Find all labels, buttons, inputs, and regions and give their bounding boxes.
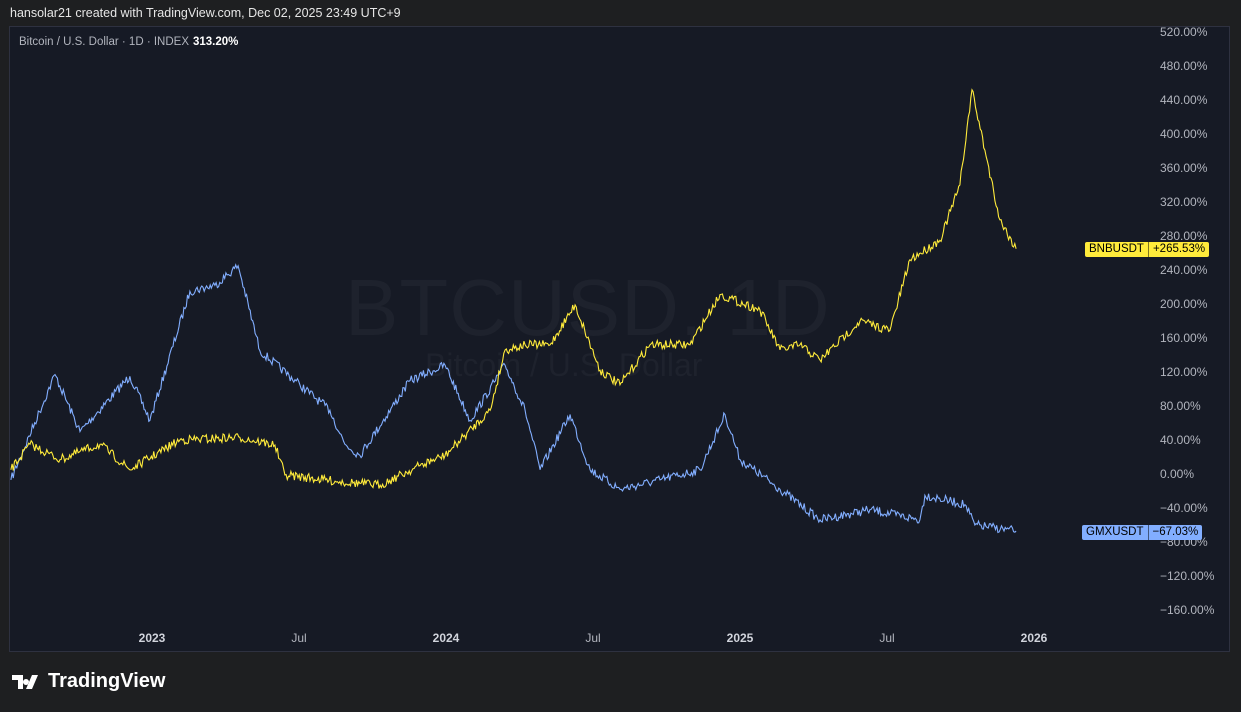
series-line-gmxusdt: [10, 263, 1017, 534]
tag-name: GMXUSDT: [1086, 526, 1144, 538]
y-tick-label: 200.00%: [1160, 297, 1208, 311]
bnbusdt-price-tag: BNBUSDT +265.53%: [1085, 242, 1210, 257]
y-tick-label: 480.00%: [1160, 59, 1208, 73]
y-tick-label: 440.00%: [1160, 93, 1208, 107]
y-tick-label: −40.00%: [1160, 501, 1208, 515]
tradingview-logo-icon: [12, 674, 38, 689]
tag-name: BNBUSDT: [1089, 243, 1144, 255]
y-tick-label: 160.00%: [1160, 331, 1208, 345]
legend-symbol: Bitcoin / U.S. Dollar · 1D · INDEX: [19, 36, 189, 48]
y-tick-label: 40.00%: [1160, 433, 1201, 447]
tradingview-logo[interactable]: TradingView: [12, 670, 165, 693]
symbol-legend[interactable]: Bitcoin / U.S. Dollar · 1D · INDEX 313.20…: [19, 36, 238, 48]
x-tick-label: Jul: [879, 631, 894, 645]
series-line-bnbusdt: [10, 88, 1017, 489]
x-tick-label: 2024: [433, 631, 460, 645]
x-tick-label: Jul: [291, 631, 306, 645]
y-tick-label: −160.00%: [1160, 603, 1215, 617]
y-tick-label: −120.00%: [1160, 569, 1215, 583]
watermark-name: Bitcoin / U.S. Dollar: [425, 347, 703, 383]
y-tick-label: 360.00%: [1160, 161, 1208, 175]
x-tick-label: 2026: [1021, 631, 1048, 645]
legend-value: 313.20%: [192, 36, 239, 48]
y-tick-label: 280.00%: [1160, 229, 1208, 243]
tag-value: +265.53%: [1147, 242, 1209, 257]
y-tick-label: 520.00%: [1160, 25, 1208, 39]
x-tick-label: Jul: [585, 631, 600, 645]
y-tick-label: 80.00%: [1160, 399, 1201, 413]
tag-value: −67.03%: [1147, 525, 1203, 540]
chart-header: hansolar21 created with TradingView.com,…: [10, 6, 401, 20]
x-tick-label: 2023: [139, 631, 166, 645]
x-tick-label: 2025: [727, 631, 754, 645]
y-tick-label: 0.00%: [1160, 467, 1194, 481]
y-tick-label: 320.00%: [1160, 195, 1208, 209]
chart-panel[interactable]: [9, 26, 1230, 652]
y-tick-label: 400.00%: [1160, 127, 1208, 141]
y-tick-label: 120.00%: [1160, 365, 1208, 379]
brand-name: TradingView: [48, 670, 166, 692]
gmxusdt-price-tag: GMXUSDT −67.03%: [1082, 525, 1203, 540]
y-tick-label: 240.00%: [1160, 263, 1208, 277]
